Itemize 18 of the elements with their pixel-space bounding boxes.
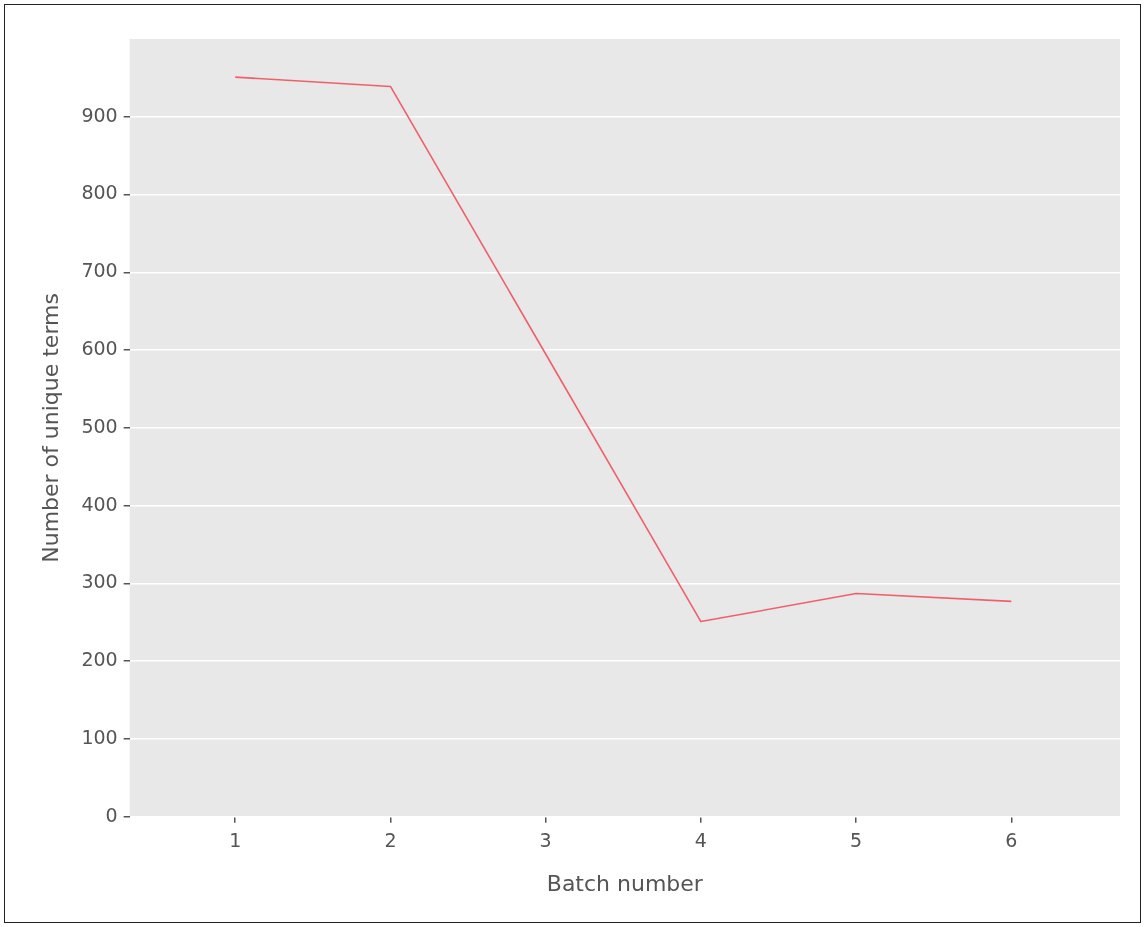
y-tick-label: 300 <box>81 570 118 593</box>
y-tick-label: 0 <box>105 803 118 826</box>
y-tick-label: 700 <box>81 259 118 282</box>
y-tick-label: 200 <box>81 648 118 671</box>
y-tick-label: 900 <box>81 103 118 126</box>
x-tick-label: 3 <box>539 829 552 852</box>
y-tick-label: 600 <box>81 337 118 360</box>
x-tick-label: 6 <box>1005 829 1018 852</box>
y-axis-title: Number of unique terms <box>37 293 63 563</box>
y-tick-label: 400 <box>81 492 118 515</box>
x-tick-label: 5 <box>850 829 863 852</box>
y-tick-label: 100 <box>81 725 118 748</box>
y-tick-label: 800 <box>81 181 118 204</box>
x-tick-label: 2 <box>384 829 397 852</box>
x-axis-title: Batch number <box>546 870 704 896</box>
x-tick-label: 1 <box>229 829 242 852</box>
x-tick-label: 4 <box>694 829 707 852</box>
y-tick-label: 500 <box>81 414 118 437</box>
